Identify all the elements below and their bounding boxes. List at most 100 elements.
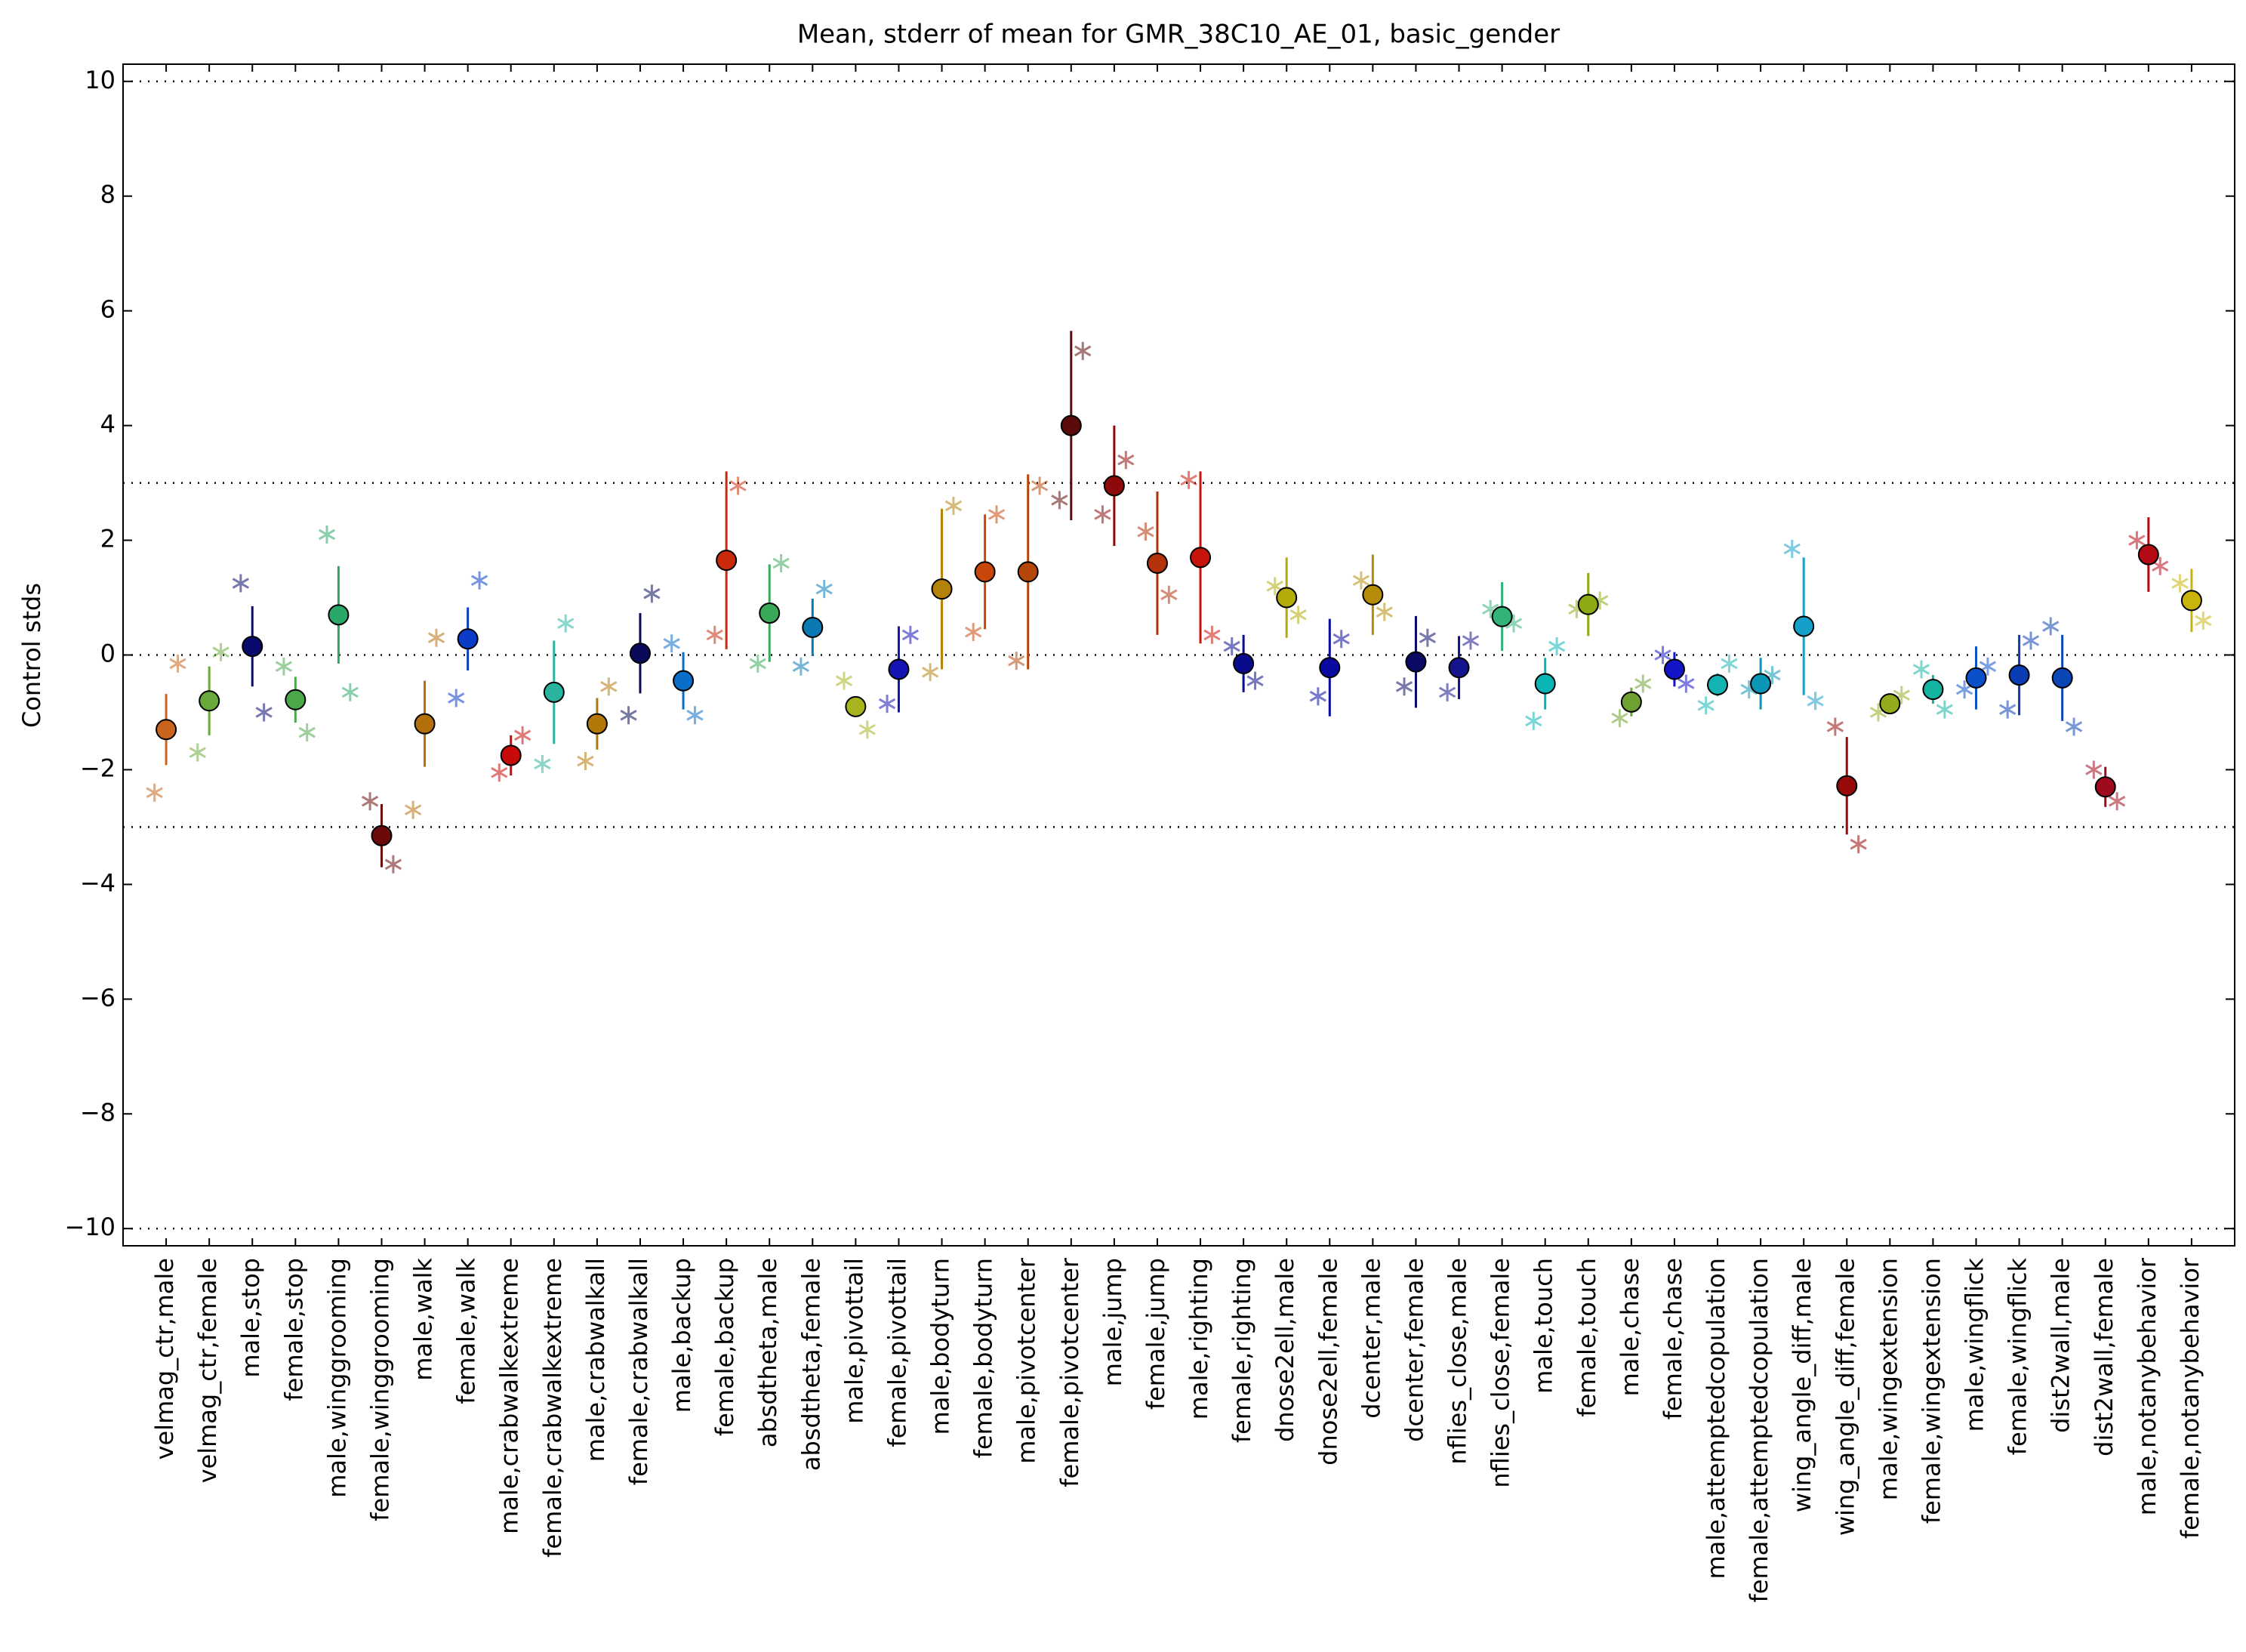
mean-marker (371, 824, 393, 846)
experiment-marker (2085, 760, 2103, 779)
experiment-marker (1051, 491, 1068, 510)
experiment-marker (1936, 700, 1953, 719)
y-tick-label: −10 (64, 1213, 116, 1241)
experiment-marker (1979, 657, 1997, 676)
experiment-marker (1634, 674, 1652, 693)
mean-marker (716, 550, 738, 572)
experiment-marker (341, 683, 359, 701)
mean-marker (1362, 584, 1384, 606)
x-tick-label: female,backup (710, 1258, 739, 1436)
experiment-marker (749, 654, 766, 673)
experiment-marker (815, 580, 833, 599)
experiment-marker (169, 654, 186, 673)
mean-marker (1707, 674, 1729, 696)
x-tick-label: female,righting (1228, 1258, 1256, 1443)
x-tick-label: dist2wall,female (2090, 1258, 2118, 1456)
x-tick-label: female,jump (1141, 1258, 1170, 1410)
x-tick-label: dnose2ell,female (1314, 1258, 1342, 1466)
experiment-marker (1094, 505, 1111, 524)
mean-marker (414, 713, 436, 735)
y-tick-label: 2 (100, 525, 116, 553)
mean-marker (543, 681, 565, 703)
mean-marker (500, 744, 522, 766)
experiment-marker (275, 657, 293, 676)
experiment-marker (1697, 696, 1715, 715)
experiment-marker (1678, 674, 1695, 693)
experiment-marker (620, 706, 637, 725)
mean-marker (1620, 691, 1642, 713)
experiment-marker (1266, 577, 1283, 596)
x-tick-label: male,pivotcenter (1012, 1257, 1041, 1464)
mean-marker (1405, 651, 1427, 673)
experiment-marker (987, 505, 1006, 524)
experiment-marker (146, 783, 163, 802)
mean-marker (629, 643, 651, 664)
experiment-marker (1850, 835, 1867, 854)
experiment-marker (792, 657, 810, 676)
experiment-marker (2171, 574, 2189, 593)
plot-frame (122, 63, 2235, 1247)
experiment-marker (1031, 476, 1049, 495)
mean-marker (1663, 658, 1685, 680)
experiment-marker (2042, 617, 2060, 636)
experiment-marker (1611, 709, 1628, 728)
experiment-marker (706, 625, 723, 644)
experiment-marker (1223, 637, 1240, 656)
experiment-marker (577, 752, 594, 771)
experiment-marker (2152, 556, 2169, 575)
experiment-marker (1289, 606, 1307, 624)
x-tick-label: female,winggrooming (365, 1258, 394, 1521)
x-tick-label: female,notanybehavior (2176, 1257, 2204, 1539)
y-tick-label: 8 (100, 180, 116, 209)
x-tick-label: wing_angle_diff,female (1831, 1258, 1859, 1536)
x-tick-label: nflies_close,male (1443, 1258, 1472, 1465)
mean-marker (1836, 775, 1858, 797)
y-tick-label: −4 (80, 868, 116, 897)
experiment-marker (1807, 692, 1824, 710)
experiment-marker (1438, 683, 1456, 701)
mean-marker (1965, 667, 1987, 689)
experiment-marker (1525, 711, 1542, 730)
x-tick-label: absdtheta,male (753, 1258, 782, 1447)
x-tick-label: female,crabwalkall (624, 1258, 653, 1485)
mean-marker (2051, 667, 2073, 689)
mean-marker (1190, 547, 1212, 569)
experiment-marker (557, 614, 575, 633)
experiment-marker (1309, 687, 1327, 706)
mean-marker (759, 603, 781, 624)
x-tick-label: male,pivottail (840, 1258, 868, 1424)
x-tick-label: female,touch (1573, 1258, 1601, 1417)
chart-title: Mean, stderr of mean for GMR_38C10_AE_01… (797, 20, 1560, 50)
mean-marker (1448, 657, 1470, 679)
experiment-marker (1462, 631, 1480, 650)
mean-marker (328, 604, 350, 626)
experiment-marker (729, 476, 747, 495)
mean-marker (1491, 606, 1513, 627)
experiment-marker (1955, 680, 1973, 699)
experiment-marker (878, 695, 896, 714)
y-tick-label: −2 (80, 754, 116, 782)
experiment-marker (212, 643, 230, 661)
x-tick-label: male,wingflick (1961, 1258, 1989, 1432)
x-tick-label: female,pivotcenter (1055, 1257, 1084, 1487)
experiment-marker (1999, 700, 2016, 719)
y-tick-label: 6 (100, 295, 116, 324)
experiment-marker (858, 720, 876, 739)
x-tick-label: male,crabwalkall (581, 1258, 610, 1462)
experiment-marker (1654, 646, 1671, 664)
x-tick-label: female,chase (1659, 1258, 1687, 1419)
mean-marker (1922, 679, 1944, 701)
mean-marker (586, 713, 608, 735)
x-tick-label: dist2wall,male (2047, 1258, 2075, 1433)
mean-marker (199, 690, 220, 712)
experiment-marker (189, 743, 206, 762)
mean-marker (931, 578, 953, 600)
experiment-marker (944, 496, 963, 515)
x-tick-label: male,crabwalkextreme (495, 1258, 524, 1534)
mean-marker (802, 617, 824, 639)
x-tick-label: female,walk (452, 1258, 481, 1404)
experiment-marker (686, 706, 704, 725)
x-tick-label: dcenter,male (1357, 1258, 1385, 1419)
experiment-marker (772, 553, 790, 572)
experiment-marker (965, 623, 982, 642)
